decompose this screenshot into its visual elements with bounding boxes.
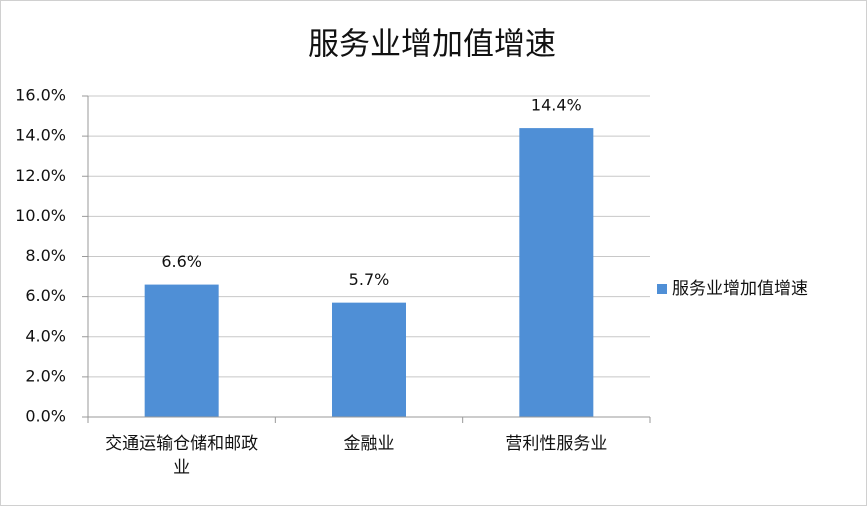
y-tick-label: 12.0% [15,166,66,185]
y-tick-label: 8.0% [25,246,66,265]
y-tick-label: 10.0% [15,206,66,225]
y-tick-label: 4.0% [25,326,66,345]
legend-label: 服务业增加值增速 [672,279,808,299]
y-tick-label: 14.0% [15,126,66,145]
legend-swatch [657,284,667,294]
y-tick-label: 6.0% [25,286,66,305]
chart-title: 服务业增加值增速 [308,27,556,63]
bar [144,284,219,417]
data-label: 6.6% [161,252,202,271]
bar [332,302,406,417]
data-label: 5.7% [349,270,390,289]
y-tick-label: 16.0% [15,86,66,105]
x-tick-label: 营利性服务业 [505,434,608,454]
x-tick-label: 金融业 [343,434,395,454]
y-tick-label: 0.0% [25,407,66,426]
x-tick-label: 交通运输仓储和邮政业 [105,434,259,478]
data-label: 14.4% [531,96,582,115]
y-tick-label: 2.0% [25,366,66,385]
bar [519,128,594,417]
